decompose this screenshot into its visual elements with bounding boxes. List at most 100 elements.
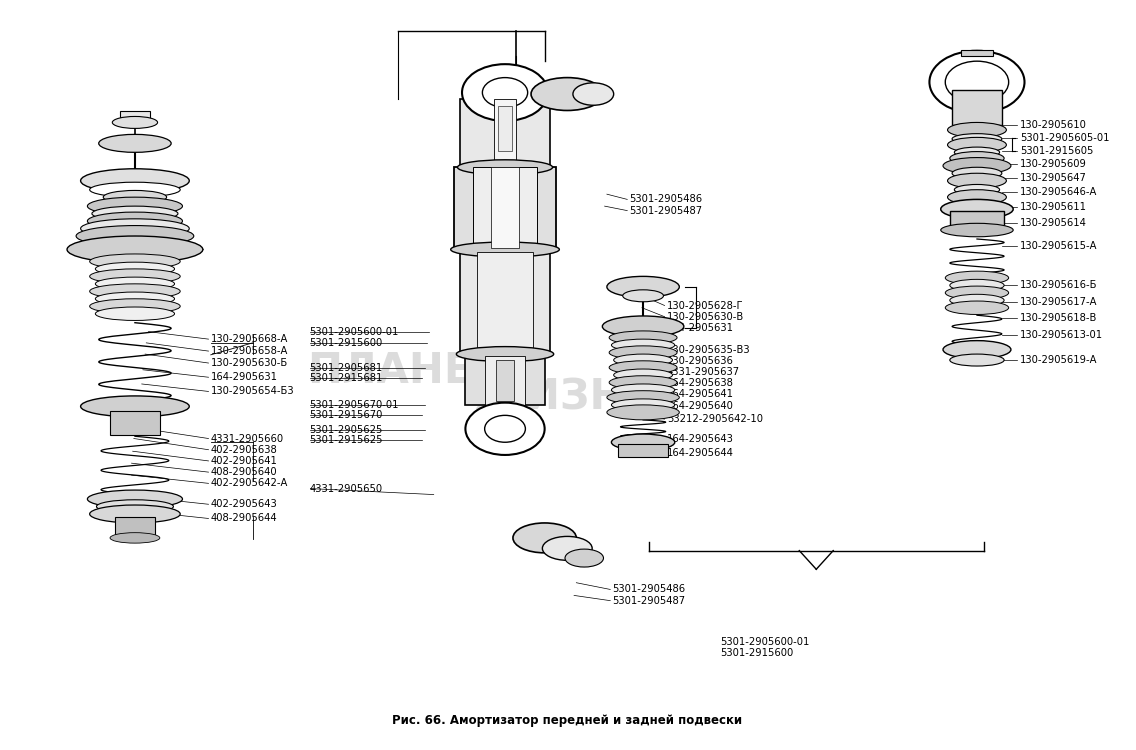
Text: 130-2905611: 130-2905611: [1020, 202, 1087, 211]
Text: 5301-2915600: 5301-2915600: [720, 648, 793, 658]
Text: 130-2905668-А: 130-2905668-А: [211, 334, 289, 344]
Ellipse shape: [945, 301, 1009, 314]
Ellipse shape: [95, 307, 175, 320]
Text: 164-2905641: 164-2905641: [667, 389, 734, 400]
Text: 130-2905617-А: 130-2905617-А: [1020, 297, 1097, 307]
Ellipse shape: [76, 226, 194, 247]
Text: 130-2905636: 130-2905636: [667, 356, 734, 366]
Ellipse shape: [609, 331, 677, 344]
Ellipse shape: [99, 134, 172, 152]
Ellipse shape: [97, 500, 174, 513]
Ellipse shape: [87, 490, 183, 508]
Text: 53212-2905642-10: 53212-2905642-10: [667, 414, 763, 424]
Ellipse shape: [952, 134, 1002, 144]
Text: 408-2905640: 408-2905640: [211, 467, 277, 477]
Text: 5301-2915625: 5301-2915625: [309, 435, 383, 445]
Bar: [492, 167, 519, 248]
Bar: [120, 111, 150, 121]
Text: 130-2905609: 130-2905609: [1020, 159, 1087, 170]
Text: 5301-2905487: 5301-2905487: [629, 206, 703, 215]
Bar: [618, 444, 668, 458]
Ellipse shape: [607, 276, 679, 297]
Bar: [466, 356, 544, 405]
Ellipse shape: [90, 505, 181, 523]
Ellipse shape: [954, 184, 1000, 195]
Bar: [499, 106, 512, 151]
Text: 5301-2905681: 5301-2905681: [309, 362, 383, 373]
Ellipse shape: [941, 200, 1013, 219]
Text: ПЛАНЕТА: ПЛАНЕТА: [307, 350, 533, 392]
Ellipse shape: [542, 536, 592, 560]
Text: 130-2905614: 130-2905614: [1020, 218, 1087, 228]
Ellipse shape: [611, 434, 675, 451]
Circle shape: [483, 77, 527, 107]
Text: 130-2905647: 130-2905647: [1020, 172, 1087, 183]
Ellipse shape: [573, 82, 613, 105]
Bar: [485, 356, 525, 405]
Ellipse shape: [81, 169, 190, 193]
Text: 130-2905654-Б3: 130-2905654-Б3: [211, 386, 294, 397]
Text: 130-2905610: 130-2905610: [1020, 120, 1087, 130]
Ellipse shape: [81, 219, 190, 239]
Bar: [460, 98, 550, 166]
Ellipse shape: [87, 212, 183, 230]
Text: 130-2905630-Б: 130-2905630-Б: [211, 358, 289, 368]
Ellipse shape: [950, 279, 1004, 291]
Ellipse shape: [623, 290, 663, 302]
Text: 5301-2905486: 5301-2905486: [612, 584, 686, 595]
Ellipse shape: [95, 292, 175, 305]
Text: 402-2905641: 402-2905641: [211, 456, 277, 466]
Text: 402-2905638: 402-2905638: [211, 445, 277, 454]
Text: 5301-2905600-01: 5301-2905600-01: [720, 637, 810, 646]
Circle shape: [945, 62, 1009, 103]
Text: 164-2905640: 164-2905640: [667, 400, 734, 411]
Text: 130-2905613-01: 130-2905613-01: [1020, 330, 1103, 340]
Text: 130-2905646-А: 130-2905646-А: [1020, 187, 1097, 197]
Ellipse shape: [90, 298, 181, 314]
Text: 130-2905635-В3: 130-2905635-В3: [667, 345, 751, 355]
Ellipse shape: [945, 286, 1009, 299]
Text: 5301-2905670-01: 5301-2905670-01: [309, 400, 399, 410]
Ellipse shape: [945, 272, 1009, 284]
Ellipse shape: [943, 340, 1011, 358]
Ellipse shape: [90, 269, 181, 284]
Ellipse shape: [609, 361, 677, 374]
Text: 164-2905631: 164-2905631: [667, 323, 734, 333]
Ellipse shape: [67, 236, 203, 263]
Ellipse shape: [607, 405, 679, 420]
Text: 5301-2905605-01: 5301-2905605-01: [1020, 134, 1110, 143]
Ellipse shape: [103, 190, 167, 204]
Bar: [494, 98, 517, 166]
Text: 5301-2915681: 5301-2915681: [309, 373, 383, 383]
Text: 4331-2905637: 4331-2905637: [667, 367, 740, 377]
Ellipse shape: [611, 384, 675, 396]
Ellipse shape: [90, 182, 181, 197]
Ellipse shape: [609, 346, 677, 359]
Ellipse shape: [81, 396, 190, 417]
Ellipse shape: [947, 190, 1006, 205]
Text: 164-2905643: 164-2905643: [667, 433, 734, 443]
Text: 5301-2915605: 5301-2915605: [1020, 146, 1093, 156]
Bar: [474, 167, 536, 248]
Ellipse shape: [947, 173, 1006, 188]
Ellipse shape: [607, 391, 679, 404]
Ellipse shape: [950, 354, 1004, 366]
Bar: [952, 89, 1002, 125]
Bar: [110, 411, 160, 435]
Bar: [961, 50, 993, 56]
Bar: [950, 211, 1004, 230]
Text: 130-2905628-Г: 130-2905628-Г: [667, 301, 743, 310]
Circle shape: [485, 416, 525, 442]
Text: 5301-2905487: 5301-2905487: [612, 596, 686, 606]
Ellipse shape: [513, 523, 576, 553]
Ellipse shape: [92, 206, 178, 221]
Bar: [496, 360, 515, 401]
Text: 164-2905638: 164-2905638: [667, 378, 734, 388]
Ellipse shape: [112, 116, 158, 128]
Ellipse shape: [611, 339, 675, 351]
Text: Рис. 66. Амортизатор передней и задней подвески: Рис. 66. Амортизатор передней и задней п…: [392, 714, 742, 727]
Ellipse shape: [531, 77, 603, 110]
Circle shape: [462, 64, 548, 121]
Text: 130-2905619-А: 130-2905619-А: [1020, 355, 1097, 365]
Ellipse shape: [451, 242, 559, 257]
